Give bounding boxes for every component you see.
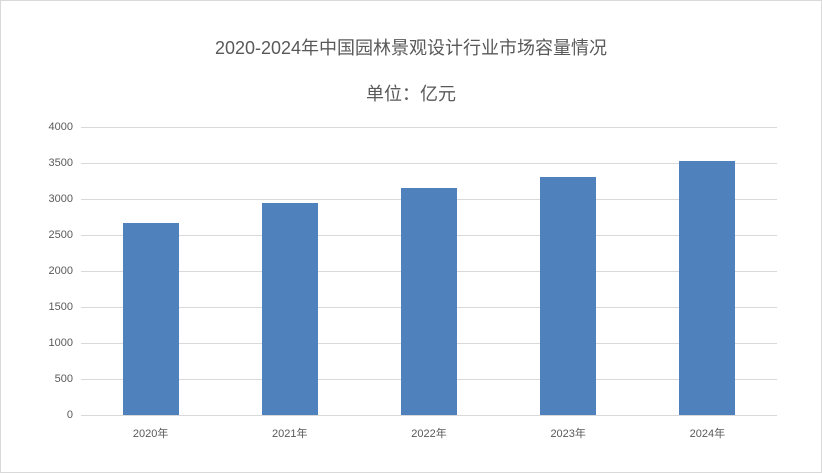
- gridline: [81, 415, 777, 416]
- y-tick-label: 1000: [48, 337, 73, 349]
- bar-2021年: [261, 203, 318, 415]
- gridline: [81, 163, 777, 164]
- bar-2024年: [679, 160, 736, 415]
- y-tick-label: 2500: [48, 229, 73, 241]
- y-tick-label: 500: [54, 373, 73, 385]
- y-tick-label: 4000: [48, 121, 73, 133]
- x-tick-label: 2020年: [132, 428, 169, 440]
- y-tick-label: 0: [66, 409, 73, 421]
- y-tick-label: 3000: [48, 193, 73, 205]
- x-tick-label: 2022年: [411, 428, 447, 440]
- bar-2022年: [401, 187, 457, 415]
- chart-title: 2020-2024年中国园林景观设计行业市场容量情况: [214, 38, 608, 58]
- bar-2023年: [540, 176, 597, 415]
- plot-area: [81, 127, 777, 416]
- bar-2020年: [122, 222, 179, 415]
- x-tick-label: 2023年: [550, 428, 586, 440]
- y-tick-label: 2000: [48, 265, 73, 277]
- x-tick-label: 2021年: [272, 428, 308, 440]
- y-tick-label: 1500: [48, 301, 73, 313]
- gridline: [81, 127, 777, 128]
- x-tick-label: 2024年: [689, 428, 726, 440]
- y-tick-label: 3500: [48, 157, 73, 169]
- chart-subtitle: 单位：亿元: [366, 84, 456, 104]
